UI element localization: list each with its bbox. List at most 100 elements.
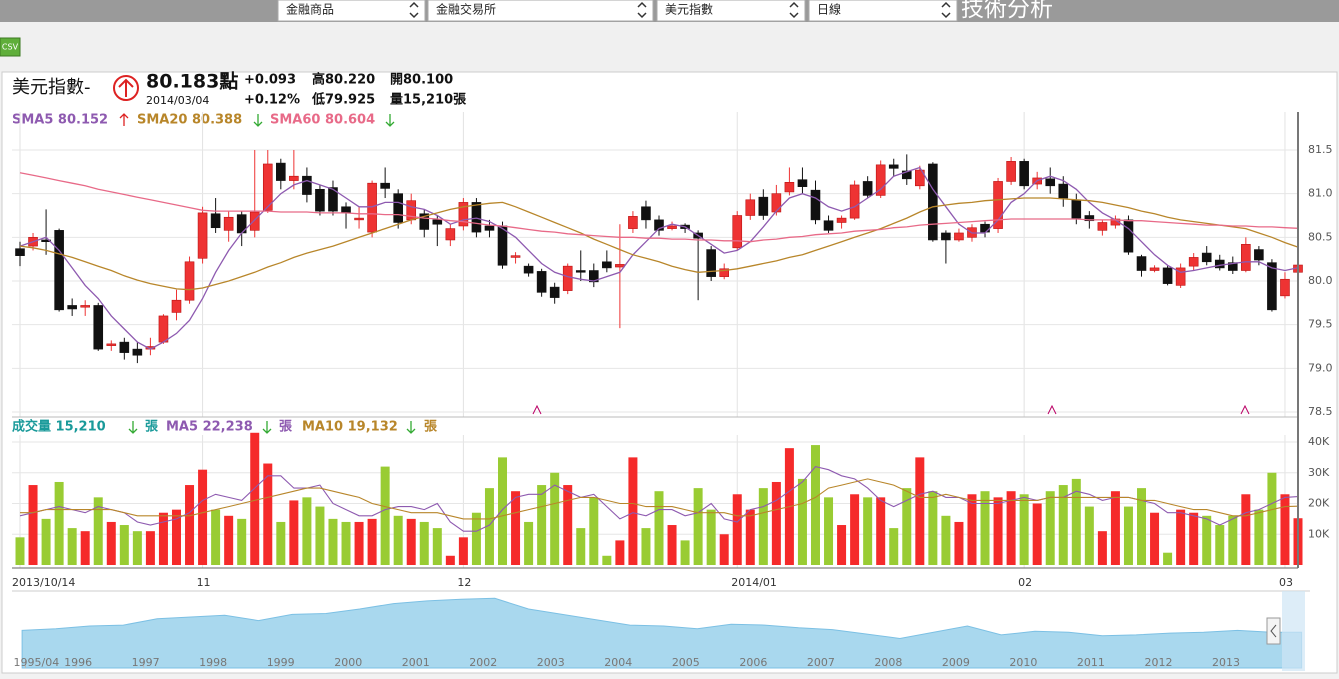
volume-bar [771, 481, 781, 565]
navigator-window[interactable] [1282, 591, 1305, 671]
volume-bar [863, 497, 873, 565]
candle-body [1280, 278, 1290, 297]
y-tick-label: 80.5 [1308, 230, 1333, 243]
volume-bar [1202, 515, 1212, 565]
volume-bar [106, 521, 116, 565]
quote-volume: 量15,210張 [390, 93, 467, 108]
candle-body [1006, 161, 1016, 182]
candle-body [1084, 215, 1095, 222]
page-title: 技術分析 [961, 0, 1053, 22]
volume-bar [693, 488, 703, 565]
candle-body [745, 199, 756, 216]
volume-bar [1097, 531, 1107, 565]
volume-bar [354, 521, 364, 565]
select[interactable]: 日線 [808, 0, 958, 22]
down-arrow [253, 114, 263, 127]
legend-entry: SMA60 80.604 [270, 113, 375, 128]
y-tick-label: 81.5 [1308, 143, 1333, 156]
volume-bar [1084, 506, 1094, 565]
quote-low: 低79.925 [311, 92, 375, 108]
candle-body [875, 164, 886, 196]
candle-body [732, 215, 743, 249]
csv-button[interactable]: CSV [0, 37, 21, 57]
volume-bar [263, 463, 273, 565]
volume-bar [1110, 491, 1120, 565]
volume-bar [980, 491, 990, 565]
candle-body [419, 213, 430, 230]
candle-body [289, 175, 299, 181]
volume-bar [1045, 491, 1055, 565]
candle-body [1071, 199, 1082, 219]
candle-body [393, 193, 403, 223]
volume-bar [484, 488, 494, 565]
candle-body [1241, 244, 1251, 271]
select-label[interactable]: 金融交易所 [436, 2, 496, 17]
volume-bar [1019, 494, 1029, 565]
candle-body [862, 181, 873, 196]
y-tick-label: 79.5 [1308, 318, 1333, 331]
down-arrow [128, 421, 138, 434]
y-tick-label: 10K [1308, 527, 1330, 540]
down-arrow [406, 421, 416, 434]
up-arrow [119, 113, 129, 126]
navigator-label: 2005 [672, 656, 700, 669]
candle-body [210, 213, 221, 229]
candle-body [484, 225, 495, 231]
navigator-label: 1997 [132, 656, 160, 669]
navigator-label: 2013 [1212, 656, 1240, 669]
down-arrow [262, 421, 272, 434]
volume-bar [758, 488, 768, 565]
candle-body [1058, 183, 1069, 199]
volume-bar [119, 525, 129, 565]
volume-bar [915, 457, 925, 565]
volume-bar [145, 531, 155, 565]
candle-body [941, 232, 951, 241]
y-tick-label: 30K [1308, 466, 1330, 479]
ma-line [19, 465, 1299, 532]
volume-bar [458, 537, 468, 565]
toolbar [0, 22, 1339, 72]
select-label[interactable]: 日線 [817, 2, 841, 17]
volume-bar [602, 555, 612, 565]
select-label[interactable]: 美元指數 [665, 2, 713, 17]
volume-bar [576, 528, 586, 565]
navigator-label: 2006 [739, 656, 767, 669]
candle-body [1175, 267, 1186, 286]
select[interactable]: 美元指數 [656, 0, 806, 22]
select[interactable]: 金融商品 [277, 0, 426, 22]
select[interactable]: 金融交易所 [427, 0, 654, 22]
volume-bar [706, 509, 716, 565]
x-tick-label: 2013/10/14 [12, 576, 75, 589]
volume-bar [211, 509, 221, 565]
candle-body [41, 239, 51, 243]
y-tick-label: 40K [1308, 435, 1330, 448]
navigator-label: 1998 [199, 656, 227, 669]
up-icon [113, 75, 139, 101]
volume-bar [341, 521, 351, 565]
ma-line [19, 172, 1299, 243]
select-label[interactable]: 金融商品 [286, 2, 334, 17]
navigator-handle[interactable] [1266, 617, 1281, 645]
candle-body [510, 255, 521, 258]
candle-body [1267, 262, 1277, 311]
candle-body [315, 189, 325, 212]
volume-bar [680, 540, 690, 565]
navigator-label: 2010 [1009, 656, 1037, 669]
candle-body [262, 163, 273, 211]
candle-body [928, 163, 938, 241]
volume-bar [393, 515, 403, 565]
candle-body [1136, 256, 1147, 271]
quote-open: 開80.100 [390, 73, 453, 88]
volume-bar [445, 555, 455, 565]
candle-body [341, 206, 351, 214]
volume-bar [237, 518, 247, 565]
candle-body [67, 305, 77, 310]
volume-bar [93, 497, 103, 565]
candle-body [458, 202, 469, 227]
volume-bar [224, 515, 234, 565]
csv-label[interactable]: CSV [2, 43, 19, 52]
candle-body [1162, 267, 1173, 284]
x-tick-label: 03 [1279, 576, 1293, 589]
volume-bar [967, 494, 977, 565]
volume-bar [28, 485, 38, 565]
